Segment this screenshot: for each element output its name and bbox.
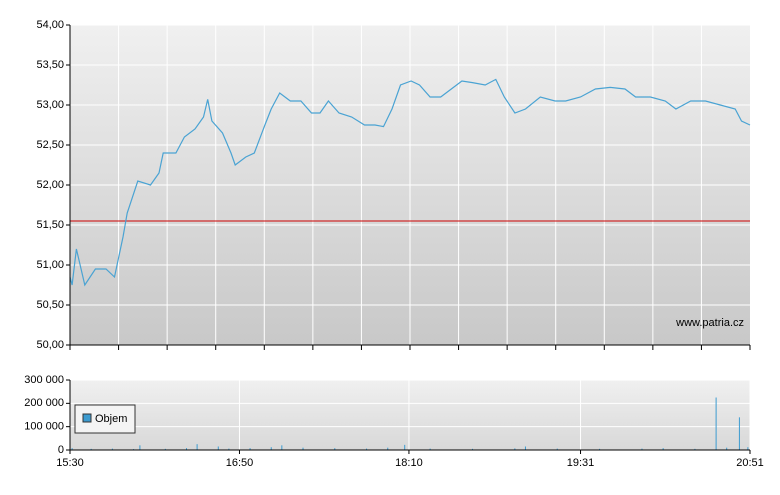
x-tick-label: 20:51	[736, 457, 764, 469]
volume-bar	[71, 448, 73, 450]
watermark: www.patria.cz	[675, 317, 744, 329]
volume-bar	[387, 447, 389, 450]
legend-label: Objem	[95, 413, 127, 425]
volume-bar	[747, 447, 749, 450]
y-tick-label: 50,50	[36, 299, 64, 311]
volume-bar	[217, 446, 219, 450]
volume-bar	[524, 446, 526, 450]
volume-plot-area	[70, 380, 750, 450]
volume-bar	[556, 448, 558, 450]
volume-bar	[471, 448, 473, 450]
volume-bar	[139, 445, 141, 450]
y-tick-label: 52,00	[36, 179, 64, 191]
y-tick-label: 53,50	[36, 59, 64, 71]
volume-bar	[662, 448, 664, 450]
volume-bar	[738, 417, 740, 450]
volume-bar	[270, 447, 272, 450]
x-tick-label: 15:30	[56, 457, 84, 469]
x-tick-label: 19:31	[567, 457, 595, 469]
volume-bar	[186, 448, 188, 450]
volume-bar	[726, 447, 728, 450]
volume-bar	[641, 448, 643, 450]
volume-bar	[334, 448, 336, 450]
y-tick-label: 51,50	[36, 219, 64, 231]
y-tick-label: 51,00	[36, 259, 64, 271]
price-line	[69, 78, 751, 287]
y-tick-label: 300 000	[24, 374, 64, 386]
x-tick-label: 16:50	[226, 457, 254, 469]
volume-bar	[514, 448, 516, 450]
volume-bar	[715, 397, 717, 450]
volume-bar	[366, 448, 368, 450]
y-tick-label: 100 000	[24, 421, 64, 433]
x-tick-label: 18:10	[395, 457, 423, 469]
y-tick-label: 52,50	[36, 139, 64, 151]
y-tick-label: 0	[58, 444, 64, 456]
volume-bar	[90, 448, 92, 450]
y-tick-label: 54,00	[36, 19, 64, 31]
volume-bar	[281, 445, 283, 450]
legend-swatch	[82, 413, 92, 423]
volume-bar	[249, 448, 251, 450]
volume-bar	[196, 444, 198, 450]
y-tick-label: 53,00	[36, 99, 64, 111]
volume-bar	[111, 448, 113, 450]
volume-bar	[429, 448, 431, 450]
y-tick-label: 200 000	[24, 397, 64, 409]
volume-bar	[228, 448, 230, 450]
volume-bar	[302, 447, 304, 450]
volume-bar	[404, 444, 406, 450]
volume-bar	[694, 448, 696, 450]
volume-bar	[599, 448, 601, 450]
y-tick-label: 50,00	[36, 339, 64, 351]
volume-bar	[164, 448, 166, 450]
